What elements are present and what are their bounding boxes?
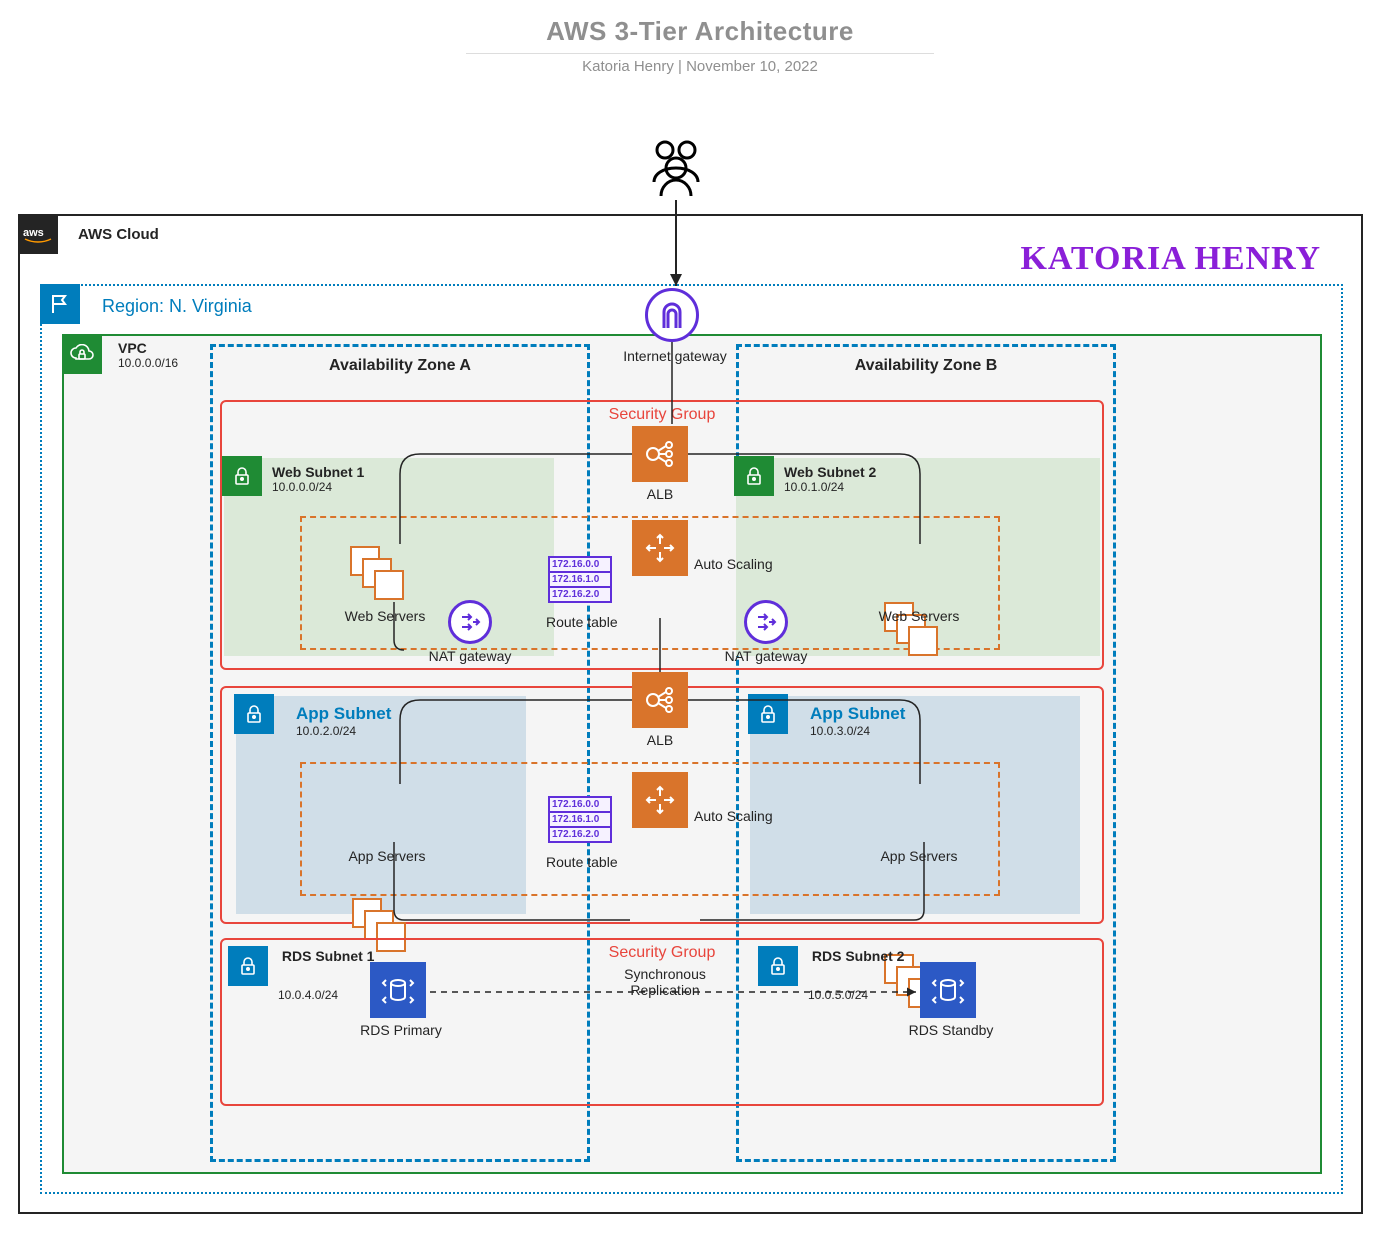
alb-web-icon (632, 426, 688, 482)
users-icon (643, 138, 709, 203)
vpc-label: VPC (118, 340, 178, 356)
autoscale-app-icon (632, 772, 688, 828)
az-b-label: Availability Zone B (739, 357, 1113, 375)
page-title: AWS 3-Tier Architecture (466, 16, 934, 54)
rds-subnet-b-block: RDS Subnet 2 10.0.5.0/24 (760, 948, 904, 1002)
route-row: 172.16.2.0 (548, 586, 612, 603)
alb-web-label: ALB (620, 486, 700, 502)
diagram-canvas: AWS 3-Tier Architecture Katoria Henry | … (0, 0, 1400, 1238)
page-subtitle: Katoria Henry | November 10, 2022 (0, 58, 1400, 75)
replication-label: Synchronous Replication (590, 966, 740, 998)
region-label: Region: N. Virginia (102, 296, 252, 317)
rds-primary-label: RDS Primary (346, 1022, 456, 1038)
header: AWS 3-Tier Architecture Katoria Henry | … (0, 0, 1400, 75)
igw-label: Internet gateway (600, 348, 750, 364)
region-flag-icon (40, 284, 80, 324)
rds-subnet-b-name: RDS Subnet 2 (812, 948, 905, 964)
alb-app-label: ALB (620, 732, 700, 748)
rds-subnet-a-lock-icon (228, 946, 268, 986)
app-subnet-b-lock-icon (748, 694, 788, 734)
rds-primary-icon (370, 962, 426, 1018)
aws-logo-icon: aws (18, 214, 58, 254)
rds-standby-icon (920, 962, 976, 1018)
web-subnet-a-cidr: 10.0.0.0/24 (272, 480, 332, 494)
rds-subnet-a-block: RDS Subnet 1 10.0.4.0/24 (230, 948, 374, 1002)
rds-subnet-b-cidr: 10.0.5.0/24 (808, 988, 904, 1002)
app-subnet-b-name: App Subnet (810, 704, 905, 724)
nat-a-label: NAT gateway (410, 648, 530, 664)
vpc-cloud-icon (62, 334, 102, 374)
nat-b-label: NAT gateway (706, 648, 826, 664)
app-subnet-a-cidr: 10.0.2.0/24 (296, 724, 356, 738)
web-subnet-b-cidr: 10.0.1.0/24 (784, 480, 844, 494)
nat-b-router-icon (744, 600, 788, 644)
route-table-web: 172.16.0.0 172.16.1.0 172.16.2.0 (548, 556, 612, 601)
web-subnet-a-lock-icon (222, 456, 262, 496)
app-subnet-b-cidr: 10.0.3.0/24 (810, 724, 870, 738)
rds-standby-label: RDS Standby (896, 1022, 1006, 1038)
web-servers-b-label: Web Servers (864, 608, 974, 624)
route-table-app: 172.16.0.0 172.16.1.0 172.16.2.0 (548, 796, 612, 841)
web-subnet-b-name: Web Subnet 2 (784, 464, 876, 480)
watermark-text: KATORIA HENRY (1020, 240, 1321, 278)
autoscale-app-label: Auto Scaling (694, 808, 773, 824)
app-servers-a-label: App Servers (332, 848, 442, 864)
rds-subnet-a-name: RDS Subnet 1 (282, 948, 375, 964)
nat-a-router-icon (448, 600, 492, 644)
aws-cloud-label: AWS Cloud (78, 226, 159, 243)
app-subnet-a-lock-icon (234, 694, 274, 734)
web-servers-a-label: Web Servers (330, 608, 440, 624)
sg-web-label: Security Group (222, 406, 1102, 424)
app-servers-b-label: App Servers (864, 848, 974, 864)
az-a-label: Availability Zone A (213, 357, 587, 375)
vpc-label-block: VPC 10.0.0.0/16 (118, 340, 178, 370)
route-table-web-label: Route table (546, 614, 618, 630)
vpc-cidr: 10.0.0.0/16 (118, 356, 178, 370)
internet-gateway (645, 288, 699, 342)
route-table-app-label: Route table (546, 854, 618, 870)
autoscale-web-label: Auto Scaling (694, 556, 773, 572)
igw-icon (645, 288, 699, 342)
web-subnet-b-lock-icon (734, 456, 774, 496)
route-row: 172.16.2.0 (548, 826, 612, 843)
rds-subnet-a-cidr: 10.0.4.0/24 (278, 988, 374, 1002)
web-servers-a-icon (350, 546, 406, 602)
autoscale-web-icon (632, 520, 688, 576)
app-subnet-a-name: App Subnet (296, 704, 391, 724)
svg-text:aws: aws (23, 227, 44, 239)
web-subnet-a-name: Web Subnet 1 (272, 464, 364, 480)
rds-subnet-b-lock-icon (758, 946, 798, 986)
alb-app-icon (632, 672, 688, 728)
